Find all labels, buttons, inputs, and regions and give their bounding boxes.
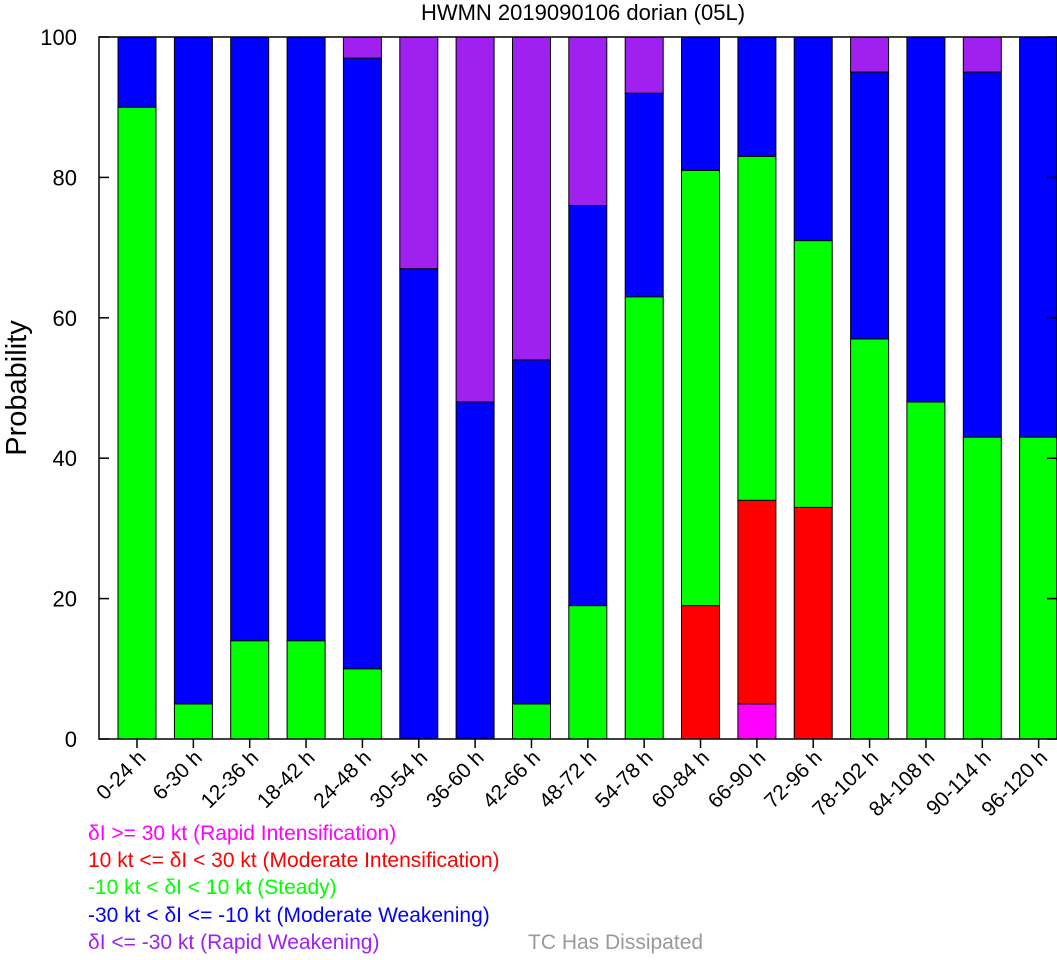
x-tick-label: 24-48 h [309,746,376,813]
x-tick-label: 54-78 h [591,746,658,813]
x-tick-label: 66-90 h [704,746,771,813]
dissipated-label: TC Has Dissipated [528,931,704,954]
bar-segment [512,359,551,705]
bar-segment [793,240,833,508]
bar-segment [230,640,270,740]
bar-segment [455,36,495,403]
y-tick-label: 20 [53,587,77,612]
legend-entry: δI >= 30 kt (Rapid Intensification) [88,822,397,845]
plot-frame [98,36,1057,740]
bar-segment [681,169,720,607]
y-tick-label: 0 [65,727,77,752]
chart-title: HWMN 2019090106 dorian (05L) [421,0,745,25]
y-tick-label: 40 [53,446,77,471]
x-tick-label: 18-42 h [253,746,320,813]
y-tick-label: 100 [40,25,77,50]
bar-segment [342,668,382,740]
bar-segment [793,36,833,242]
bar-segment [117,106,157,740]
bar-segment [850,338,890,740]
bar-segment [286,640,326,740]
bar-segment [568,36,608,206]
bar-segment [962,436,1002,740]
bar-segment [568,605,608,740]
legend-entry: δI <= -30 kt (Rapid Weakening) [88,931,380,954]
bar-segment [1019,436,1057,740]
bar-segment [173,703,213,740]
bar-segment [962,71,1002,438]
x-tick-label: 42-66 h [478,746,545,813]
bar-segment [737,499,777,705]
y-tick-label: 60 [53,306,77,331]
x-tick-label: 36-60 h [422,746,489,813]
bar-segment [455,401,495,740]
bar-segment [850,71,890,340]
legend-entry: -10 kt < δI < 10 kt (Steady) [88,876,337,899]
x-ticks-group: 0-24 h6-30 h12-36 h18-42 h24-48 h30-54 h… [92,739,1052,821]
bar-segment [793,506,833,740]
y-axis-label: Probability [1,320,33,456]
x-tick-label: 30-54 h [366,746,433,813]
legend-entry: -30 kt < δI <= -10 kt (Moderate Weakenin… [88,904,490,927]
bar-segment [681,605,720,740]
bar-segment [850,36,890,73]
bar-segment [624,92,664,298]
bar-segment [906,36,946,403]
x-tick-label: 60-84 h [647,746,714,813]
bar-segment [512,703,551,740]
bar-segment [286,36,326,642]
x-tick-label: 48-72 h [535,746,602,813]
y-ticks-group: 0 20 40 60 80 100 [40,25,1057,752]
bar-segment [681,36,720,171]
bar-segment [342,36,382,59]
bar-segment [568,205,608,607]
x-tick-label: 0-24 h [92,746,150,804]
bar-segment [737,36,777,157]
bar-segment [512,36,551,361]
bar-segment [342,57,382,670]
bar-segment [1019,36,1057,438]
bar-segment [737,155,777,501]
x-tick-label: 12-36 h [197,746,264,813]
bar-segment [230,36,270,642]
bar-segment [173,36,213,705]
bar-segment [117,36,157,108]
bar-segment [624,36,664,94]
y-tick-label: 80 [53,165,77,190]
bar-segment [399,268,439,740]
legend-entry: 10 kt <= δI < 30 kt (Moderate Intensific… [88,849,500,872]
bar-segment [624,296,664,740]
bar-segment [737,703,777,740]
bar-segment [906,401,946,740]
bar-segment [399,36,439,270]
bars-group [117,36,1057,740]
bar-segment [962,36,1002,73]
